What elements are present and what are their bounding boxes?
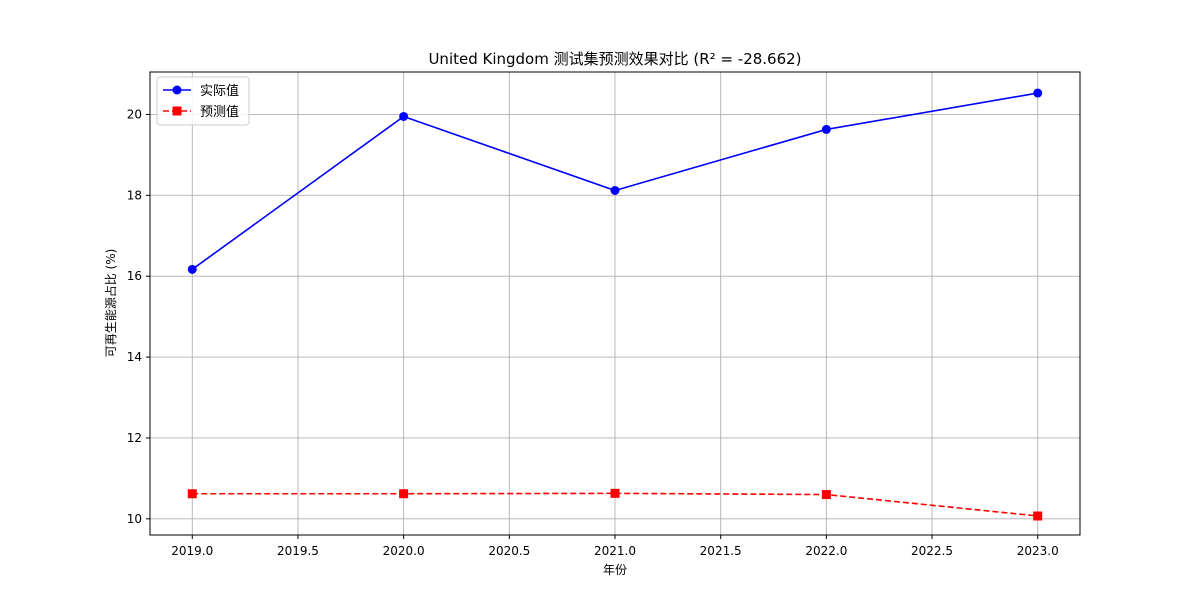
y-tick-label: 20 <box>127 107 142 121</box>
x-tick-label: 2019.5 <box>277 544 319 558</box>
legend-label-predicted: 预测值 <box>200 104 239 120</box>
chart-title: United Kingdom 测试集预测效果对比 (R² = -28.662) <box>428 50 801 68</box>
data-point-0 <box>1033 88 1043 98</box>
grid-lines <box>150 72 1080 535</box>
y-tick-label: 16 <box>127 269 142 283</box>
y-axis-label: 可再生能源占比 (%) <box>103 249 118 358</box>
legend-marker-actual <box>172 85 182 95</box>
legend-marker-predicted <box>172 106 182 116</box>
data-point-0 <box>610 185 620 195</box>
axis-ticks: 2019.0 2019.5 2020.0 2020.5 2021.0 2021.5 2022… <box>127 107 1059 558</box>
data-point-1 <box>187 489 197 499</box>
y-tick-label: 10 <box>127 512 142 526</box>
x-tick-label: 2021.5 <box>700 544 742 558</box>
data-point-1 <box>399 489 409 499</box>
x-axis-label: 年份 <box>603 563 627 577</box>
x-tick-label: 2020.5 <box>488 544 530 558</box>
data-point-1 <box>1033 511 1043 521</box>
data-point-0 <box>821 124 831 134</box>
data-point-0 <box>187 264 197 274</box>
data-point-1 <box>610 488 620 498</box>
legend-label-actual: 实际值 <box>200 83 239 99</box>
x-tick-label: 2022.0 <box>805 544 847 558</box>
legend: 实际值 预测值 <box>156 76 250 126</box>
y-tick-label: 18 <box>127 188 142 202</box>
x-tick-label: 2021.0 <box>594 544 636 558</box>
x-tick-label: 2022.5 <box>911 544 953 558</box>
series-layer <box>187 88 1043 521</box>
x-tick-label: 2020.0 <box>383 544 425 558</box>
x-tick-label: 2023.0 <box>1017 544 1059 558</box>
x-tick-label: 2019.0 <box>171 544 213 558</box>
y-tick-label: 14 <box>127 350 142 364</box>
data-point-0 <box>399 111 409 121</box>
y-tick-label: 12 <box>127 431 142 445</box>
data-point-1 <box>821 490 831 500</box>
series-line-1 <box>192 492 1038 517</box>
